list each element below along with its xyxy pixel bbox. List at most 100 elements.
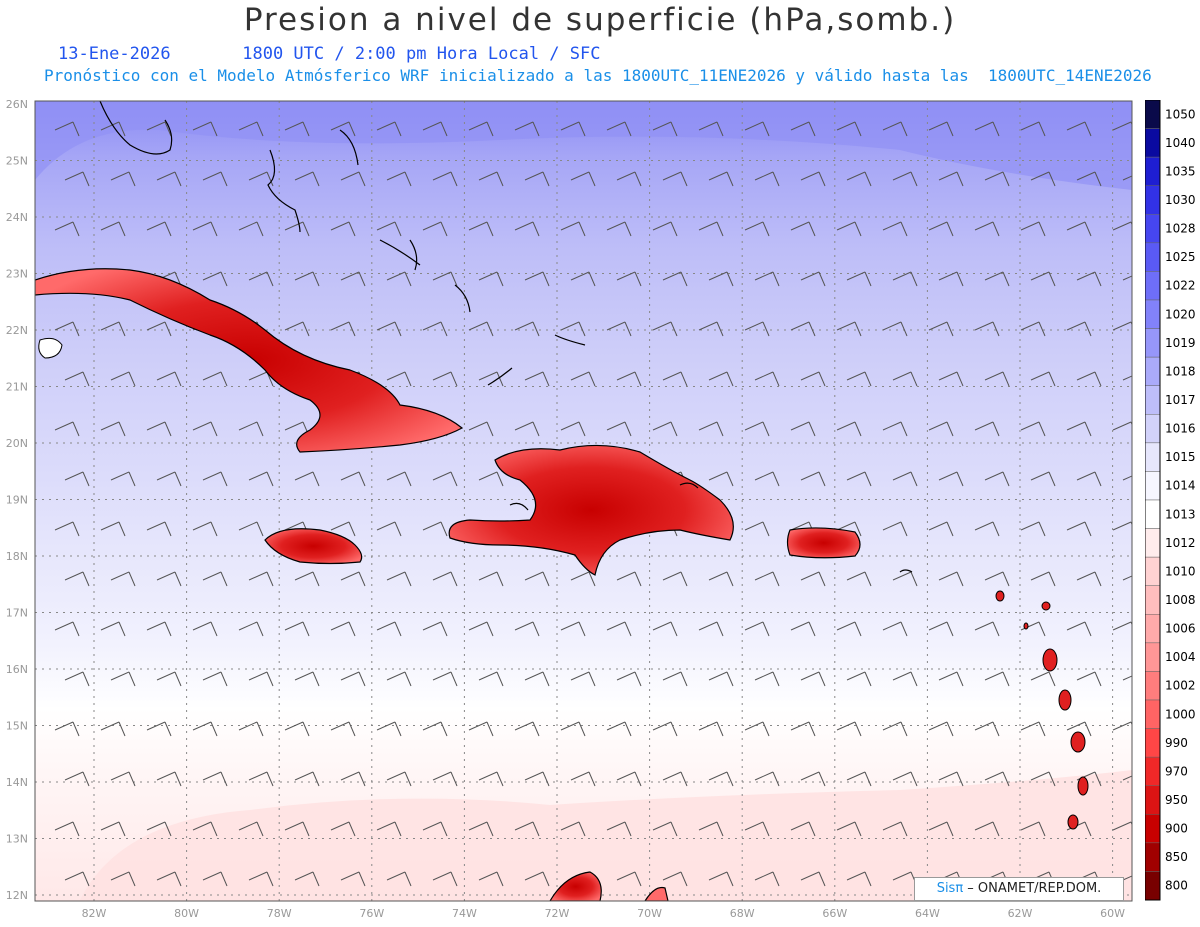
- wind-barb: [698, 821, 724, 837]
- colorbar-label: 950: [1165, 793, 1188, 807]
- puerto-rico-island: [786, 527, 861, 559]
- wind-barb: [248, 171, 274, 187]
- wind-barb: [514, 221, 540, 237]
- colorbar-swatch: [1145, 356, 1161, 386]
- colorbar-swatch: [1145, 614, 1161, 644]
- wind-barb: [100, 621, 126, 637]
- subtitle-date-time: 13-Ene-2026 1800 UTC / 2:00 pm Hora Loca…: [58, 44, 600, 64]
- wind-barb: [192, 621, 218, 637]
- wind-barb: [928, 621, 954, 637]
- wind-barb: [238, 521, 264, 537]
- colorbar-swatch: [1145, 328, 1161, 358]
- colorbar-label: 1015: [1165, 450, 1196, 464]
- wind-barb: [846, 471, 872, 487]
- lat-label: 19N: [6, 494, 28, 507]
- colorbar-swatch: [1145, 414, 1161, 444]
- wind-barb: [156, 571, 182, 587]
- colorbar-swatch: [1145, 814, 1161, 844]
- wind-barb: [882, 221, 908, 237]
- wind-barb: [560, 621, 586, 637]
- cuba-island: [35, 268, 464, 453]
- wind-barb: [376, 321, 402, 337]
- wind-barb: [606, 321, 632, 337]
- lon-label: 76W: [359, 907, 384, 920]
- wind-barb: [340, 671, 366, 687]
- wind-barb: [524, 171, 550, 187]
- wind-barb: [468, 721, 494, 737]
- wind-barb: [248, 671, 274, 687]
- wind-barb: [146, 121, 172, 137]
- wind-barb: [652, 621, 678, 637]
- credit-text: – ONAMET/REP.DOM.: [963, 881, 1102, 896]
- wind-barb: [478, 571, 504, 587]
- wind-barb: [882, 721, 908, 737]
- colorbar-label: 1018: [1165, 364, 1196, 378]
- wind-barb: [1030, 171, 1056, 187]
- wind-barb: [432, 471, 458, 487]
- lat-label: 12N: [6, 889, 28, 902]
- wind-barb: [146, 821, 172, 837]
- wind-barb: [1030, 571, 1056, 587]
- wind-barb: [284, 321, 310, 337]
- wind-barb: [422, 521, 448, 537]
- wind-barb: [478, 371, 504, 387]
- wind-barb: [800, 671, 826, 687]
- colorbar-swatch: [1145, 156, 1161, 186]
- wind-barb: [238, 121, 264, 137]
- wind-barb: [1112, 421, 1132, 431]
- colorbar-swatch: [1145, 785, 1161, 815]
- wind-barb: [938, 671, 964, 687]
- wind-barb: [478, 671, 504, 687]
- wind-barb: [514, 621, 540, 637]
- longitude-labels: 82W 80W 78W 76W 74W 72W 70W 68W 66W 64W 62W 60W: [82, 907, 1126, 920]
- wind-barb: [1122, 275, 1132, 281]
- wind-barb: [514, 421, 540, 437]
- colorbar-label: 970: [1165, 764, 1188, 778]
- colorbar-label: 1025: [1165, 250, 1196, 264]
- lesser-antilles: [995, 590, 1089, 830]
- wind-barb: [1030, 671, 1056, 687]
- colorbar-label: 1040: [1165, 136, 1196, 150]
- wind-barb: [468, 421, 494, 437]
- wind-barb: [790, 321, 816, 337]
- wind-barb: [330, 821, 356, 837]
- wind-barb: [938, 471, 964, 487]
- colorbar-swatch: [1145, 499, 1161, 529]
- wind-barb: [192, 221, 218, 237]
- wind-barb: [202, 571, 228, 587]
- wind-barb: [1066, 621, 1092, 637]
- lat-label: 14N: [6, 776, 28, 789]
- wind-barb: [478, 871, 504, 887]
- wind-barb: [652, 721, 678, 737]
- wind-barb: [984, 571, 1010, 587]
- lon-label: 60W: [1100, 907, 1125, 920]
- wind-barb: [882, 821, 908, 837]
- colorbar-swatch: [1145, 556, 1161, 586]
- wind-barb: [708, 171, 734, 187]
- wind-barb: [340, 271, 366, 287]
- wind-barb: [100, 721, 126, 737]
- wind-barb: [1030, 271, 1056, 287]
- wind-barb: [928, 221, 954, 237]
- wind-barb: [984, 671, 1010, 687]
- wind-barb: [478, 471, 504, 487]
- lat-label: 23N: [6, 268, 28, 281]
- wind-barb: [974, 721, 1000, 737]
- wind-barb: [284, 721, 310, 737]
- lon-label: 66W: [822, 907, 847, 920]
- wind-barb: [1122, 475, 1132, 481]
- wind-barb: [892, 271, 918, 287]
- wind-barb: [294, 471, 320, 487]
- wind-barb: [340, 471, 366, 487]
- colorbar-swatch: [1145, 642, 1161, 672]
- wind-barb: [1030, 371, 1056, 387]
- wind-barb: [110, 671, 136, 687]
- wind-barb: [376, 121, 402, 137]
- wind-barb: [146, 421, 172, 437]
- colorbar-label: 1002: [1165, 679, 1196, 693]
- wind-barb: [514, 821, 540, 837]
- wind-barb: [570, 671, 596, 687]
- colorbar-swatch: [1145, 842, 1161, 872]
- wind-barb: [238, 721, 264, 737]
- wind-barb: [110, 371, 136, 387]
